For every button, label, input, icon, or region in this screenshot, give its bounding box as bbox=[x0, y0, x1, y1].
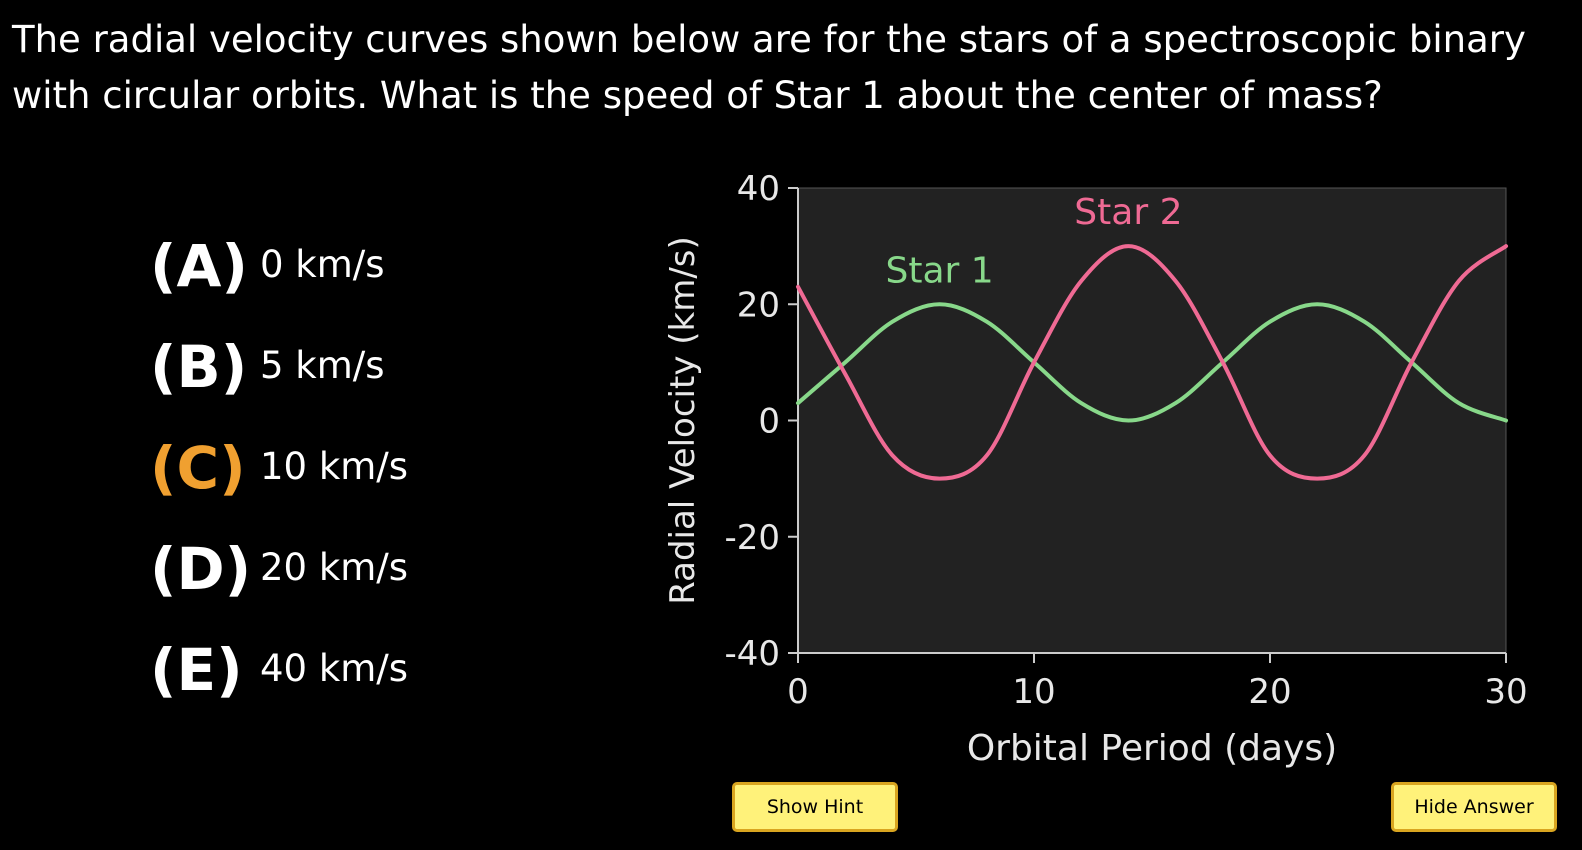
choice-text: 40 km/s bbox=[260, 647, 409, 690]
y-tick-label: -40 bbox=[724, 634, 780, 674]
series-label-2: Star 2 bbox=[1074, 192, 1182, 233]
question-text: The radial velocity curves shown below a… bbox=[12, 18, 1526, 117]
series-line-1 bbox=[796, 302, 1508, 423]
x-axis-label: Orbital Period (days) bbox=[967, 728, 1337, 769]
y-tick-label: 40 bbox=[737, 169, 780, 209]
plot-area bbox=[797, 187, 1507, 654]
choice-letter: (A) bbox=[150, 232, 248, 300]
choice-text: 10 km/s bbox=[260, 445, 409, 488]
choice-letter: (B) bbox=[150, 333, 248, 401]
series-label-1: Star 1 bbox=[886, 250, 994, 291]
hide-answer-button[interactable]: Hide Answer bbox=[1391, 782, 1557, 832]
choice-letter: (D) bbox=[150, 535, 252, 603]
choice-text: 20 km/s bbox=[260, 546, 409, 589]
choice-text: 0 km/s bbox=[260, 243, 385, 286]
y-tick-label: -20 bbox=[724, 518, 780, 558]
series-line-2 bbox=[796, 244, 1508, 481]
choice-letter: (E) bbox=[150, 636, 243, 704]
chart-series bbox=[796, 244, 1508, 481]
choice-text: 5 km/s bbox=[260, 344, 385, 387]
choice-letter: (C) bbox=[150, 434, 246, 502]
y-axis-label: Radial Velocity (km/s) bbox=[663, 236, 703, 605]
show-hint-button[interactable]: Show Hint bbox=[732, 782, 898, 832]
x-tick-label: 20 bbox=[1248, 672, 1291, 712]
y-tick-label: 20 bbox=[737, 285, 780, 325]
x-tick-label: 10 bbox=[1012, 672, 1055, 712]
chart-labels: Star 1 Star 2 bbox=[886, 192, 1183, 291]
y-tick-label: 0 bbox=[758, 402, 780, 442]
x-tick-label: 0 bbox=[787, 672, 809, 712]
x-tick-label: 30 bbox=[1484, 672, 1527, 712]
